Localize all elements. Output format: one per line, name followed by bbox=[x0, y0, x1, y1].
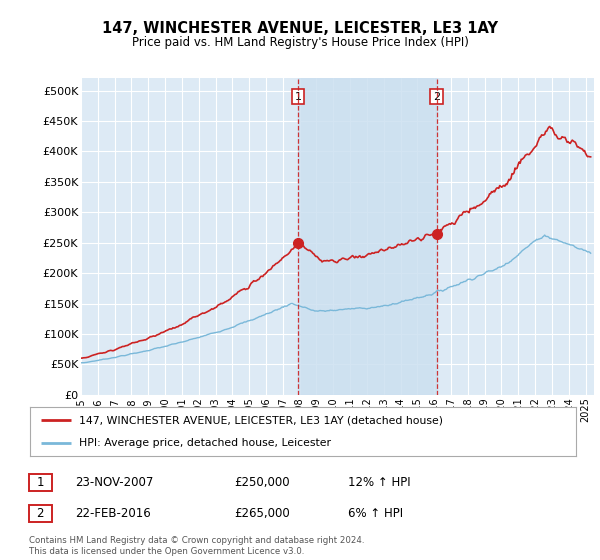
Text: 23-NOV-2007: 23-NOV-2007 bbox=[75, 476, 154, 489]
Text: 147, WINCHESTER AVENUE, LEICESTER, LE3 1AY: 147, WINCHESTER AVENUE, LEICESTER, LE3 1… bbox=[102, 21, 498, 36]
Text: 147, WINCHESTER AVENUE, LEICESTER, LE3 1AY (detached house): 147, WINCHESTER AVENUE, LEICESTER, LE3 1… bbox=[79, 416, 443, 426]
Text: 6% ↑ HPI: 6% ↑ HPI bbox=[348, 507, 403, 520]
Text: Price paid vs. HM Land Registry's House Price Index (HPI): Price paid vs. HM Land Registry's House … bbox=[131, 36, 469, 49]
Text: 12% ↑ HPI: 12% ↑ HPI bbox=[348, 476, 410, 489]
Text: £265,000: £265,000 bbox=[234, 507, 290, 520]
Text: £250,000: £250,000 bbox=[234, 476, 290, 489]
Text: 1: 1 bbox=[295, 92, 301, 102]
Text: 2: 2 bbox=[433, 92, 440, 102]
Text: HPI: Average price, detached house, Leicester: HPI: Average price, detached house, Leic… bbox=[79, 438, 331, 448]
Bar bbox=[298, 78, 437, 395]
Text: Contains HM Land Registry data © Crown copyright and database right 2024.
This d: Contains HM Land Registry data © Crown c… bbox=[29, 536, 364, 556]
Text: 1: 1 bbox=[37, 476, 44, 489]
Text: 2: 2 bbox=[37, 507, 44, 520]
Text: 22-FEB-2016: 22-FEB-2016 bbox=[75, 507, 151, 520]
